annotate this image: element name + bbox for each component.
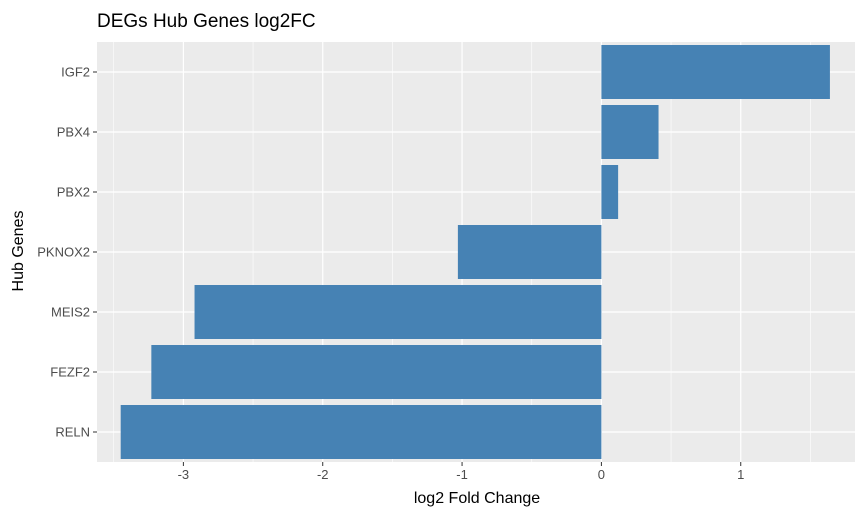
chart-title: DEGs Hub Genes log2FC [97,11,316,32]
x-tick-label: -3 [178,467,190,482]
x-axis: -3 -2 -1 0 1 [178,462,744,482]
x-tick-label: 0 [598,467,605,482]
y-tick-label: PKNOX2 [37,245,90,260]
x-tick-label: 1 [737,467,744,482]
bar-pbx4 [601,105,659,159]
y-axis-title: Hub Genes [10,211,27,292]
y-tick-label: IGF2 [61,65,90,80]
y-tick-label: MEIS2 [51,305,90,320]
y-tick-label: FEZF2 [50,365,90,380]
y-axis: RELN FEZF2 MEIS2 PKNOX2 PBX2 PBX4 IGF2 [37,65,97,440]
y-tick-label: PBX2 [57,185,90,200]
y-tick-label: PBX4 [57,125,90,140]
bar-pknox2 [457,225,602,279]
x-tick-label: -1 [456,467,468,482]
bar-reln [120,405,602,459]
bar-fezf2 [151,345,602,399]
bar-pbx2 [601,165,619,219]
x-tick-label: -2 [317,467,329,482]
bar-igf2 [601,45,830,99]
bar-meis2 [194,285,602,339]
y-tick-label: RELN [55,425,90,440]
x-axis-title: log2 Fold Change [414,490,540,507]
bars [120,45,830,459]
